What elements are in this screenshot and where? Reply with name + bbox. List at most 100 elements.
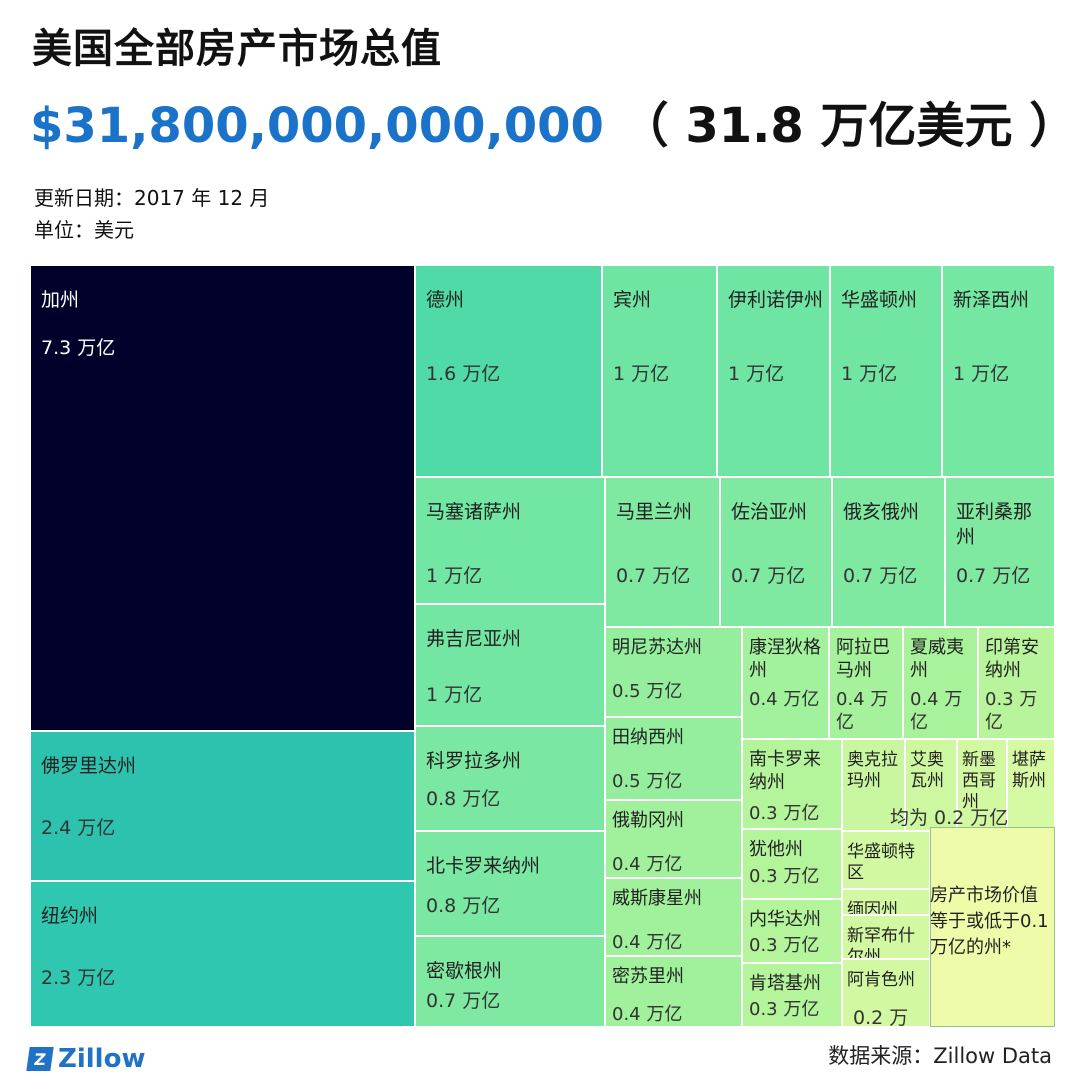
treemap-cell-value: 1 万亿: [426, 565, 483, 587]
treemap-cell-label: 纽约州: [41, 905, 99, 927]
treemap-cell: 印第安纳州 0.3 万亿: [978, 627, 1055, 739]
treemap-cell-label: 华盛顿特区: [847, 842, 915, 883]
treemap-cell: 密歇根州 0.7 万亿: [415, 936, 605, 1027]
treemap-cell-label: 加州: [41, 289, 80, 311]
treemap-cell-label: 马塞诸萨州: [426, 501, 522, 523]
treemap-cell: 缅因州: [842, 889, 930, 915]
total-amount: $31,800,000,000,000: [30, 98, 604, 154]
under-threshold-note: 房产市场价值等于或低于0.1 万亿的州*: [930, 885, 1049, 958]
treemap-cell: 华盛顿特区: [842, 831, 930, 889]
under-threshold-box: [930, 827, 1055, 1027]
treemap-cell-value: 0.5 万亿: [612, 681, 683, 702]
treemap-cell-label: 奥克拉玛州: [847, 750, 898, 791]
treemap-cell-label: 华盛顿州: [841, 289, 918, 311]
treemap-cell: 俄亥俄州 0.7 万亿: [832, 477, 945, 627]
treemap-cell-label: 马里兰州: [616, 501, 693, 523]
page-title: 美国全部房产市场总值: [32, 26, 442, 72]
treemap-cell: 马里兰州 0.7 万亿: [605, 477, 720, 627]
treemap-cell-label: 缅因州: [847, 900, 898, 915]
treemap-cell-value: 0.7 万亿: [731, 565, 806, 587]
treemap-cell-value: 1 万亿: [841, 363, 898, 385]
treemap-cell-label: 夏威夷州: [910, 637, 964, 681]
treemap-cell-label: 密歇根州: [426, 960, 503, 982]
treemap-cell: 北卡罗来纳州 0.8 万亿: [415, 831, 605, 936]
treemap-cell: 佛罗里达州 2.4 万亿: [30, 731, 415, 881]
treemap-cell: 阿拉巴马州 0.4 万亿: [829, 627, 903, 739]
treemap-cell: 宾州 1 万亿: [602, 265, 717, 477]
treemap-cell: 密苏里州 0.4 万亿: [605, 956, 742, 1027]
treemap-cell-label: 肯塔基州: [749, 973, 821, 994]
treemap-cell-label: 俄勒冈州: [612, 810, 684, 831]
treemap-cell-value: 0.4 万亿: [612, 854, 683, 875]
treemap-cell: 马塞诸萨州 1 万亿: [415, 477, 605, 604]
treemap-cell: 新罕布什尔州: [842, 915, 930, 959]
treemap-cell-value: 7.3 万亿: [41, 337, 116, 359]
treemap-cell: 肯塔基州 0.3 万亿: [742, 963, 842, 1027]
treemap-cell-value: 2.3 万亿: [41, 967, 116, 989]
zillow-logo-icon: Z: [26, 1047, 54, 1071]
treemap-cell-label: 科罗拉多州: [426, 750, 522, 772]
group-note: 均为 0.2 万亿: [890, 807, 1009, 829]
treemap-cell: 康涅狄格州 0.4 万亿: [742, 627, 829, 739]
treemap-cell-value: 0.3 万亿: [985, 689, 1038, 733]
treemap-cell: 亚利桑那州 0.7 万亿: [945, 477, 1055, 627]
treemap-cell-label: 密苏里州: [612, 966, 684, 987]
treemap-cell-value: 0.2 万亿: [853, 1007, 909, 1027]
treemap-cell-value: 0.7 万亿: [426, 990, 501, 1012]
treemap-cell-value: 0.7 万亿: [843, 565, 918, 587]
treemap-cell-label: 阿拉巴马州: [836, 637, 890, 681]
treemap-cell-label: 艾奥瓦州: [910, 750, 944, 791]
treemap-cell-label: 弗吉尼亚州: [426, 628, 522, 650]
treemap-cell: 内华达州 0.3 万亿: [742, 899, 842, 963]
treemap-cell-value: 0.8 万亿: [426, 788, 501, 810]
treemap-cell-value: 0.3 万亿: [749, 803, 820, 824]
treemap-cell-value: 0.4 万亿: [749, 689, 820, 710]
treemap-cell-value: 0.7 万亿: [616, 565, 691, 587]
treemap-cell-label: 内华达州: [749, 909, 821, 930]
total-value-headline: $31,800,000,000,000 （ 31.8 万亿美元 ）: [30, 86, 1077, 156]
treemap-chart: 加州 7.3 万亿佛罗里达州 2.4 万亿纽约州 2.3 万亿 德州 1.6 万亿 宾州 1 …: [30, 265, 1055, 1027]
treemap-cell: 俄勒冈州 0.4 万亿: [605, 800, 742, 878]
treemap-cell-value: 1 万亿: [728, 363, 785, 385]
treemap-cell-value: 1 万亿: [953, 363, 1010, 385]
treemap-cell-label: 亚利桑那州: [956, 501, 1033, 548]
treemap-cell-value: 1.6 万亿: [426, 363, 501, 385]
treemap-cell: 南卡罗来纳州 0.3 万亿: [742, 739, 842, 829]
treemap-cell-label: 田纳西州: [612, 727, 684, 748]
treemap-cell-label: 堪萨斯州: [1012, 750, 1046, 791]
treemap-cell: 阿肯色州 0.2 万亿: [842, 959, 930, 1027]
treemap-cell: 奥克拉玛州: [842, 739, 905, 831]
treemap-cell: 艾奥瓦州: [905, 739, 957, 831]
treemap-cell: 田纳西州 0.5 万亿: [605, 717, 742, 800]
brand-name: Zillow: [58, 1044, 146, 1074]
treemap-cell-label: 新墨西哥州: [962, 750, 996, 812]
treemap-cell-value: 0.3 万亿: [749, 935, 820, 956]
treemap-cell: 威斯康星州 0.4 万亿: [605, 878, 742, 956]
treemap-cell-label: 阿肯色州: [847, 970, 915, 990]
treemap-cell-label: 北卡罗来纳州: [426, 855, 541, 877]
treemap-cell: 加州 7.3 万亿: [30, 265, 415, 731]
unit-label: 单位：美元: [34, 218, 134, 242]
treemap-cell-value: 1 万亿: [426, 684, 483, 706]
treemap-cell-value: 0.5 万亿: [612, 771, 683, 792]
treemap-cell: 纽约州 2.3 万亿: [30, 881, 415, 1027]
treemap-cell-label: 宾州: [613, 289, 652, 311]
treemap-cell-value: 0.4 万亿: [612, 1004, 683, 1025]
zillow-logo: Z Zillow: [26, 1044, 146, 1074]
treemap-cell-value: 0.7 万亿: [956, 565, 1031, 587]
treemap-cell-label: 南卡罗来纳州: [749, 749, 821, 793]
treemap-cell-label: 明尼苏达州: [612, 637, 702, 658]
treemap-cell: 德州 1.6 万亿: [415, 265, 602, 477]
treemap-cell-label: 德州: [426, 289, 465, 311]
treemap-cell-label: 印第安纳州: [985, 637, 1039, 681]
treemap-cell: 科罗拉多州 0.8 万亿: [415, 726, 605, 831]
treemap-cell-value: 1 万亿: [613, 363, 670, 385]
treemap-cell: 佐治亚州 0.7 万亿: [720, 477, 832, 627]
treemap-cell: 明尼苏达州 0.5 万亿: [605, 627, 742, 717]
treemap-cell-value: 0.4 万亿: [612, 932, 683, 953]
treemap-cell-label: 伊利诺伊州: [728, 289, 824, 311]
treemap-cell: 新泽西州 1 万亿: [942, 265, 1055, 477]
treemap-cell-label: 新罕布什尔州: [847, 926, 915, 959]
treemap-cell-label: 犹他州: [749, 839, 803, 860]
treemap-cell-label: 新泽西州: [953, 289, 1030, 311]
